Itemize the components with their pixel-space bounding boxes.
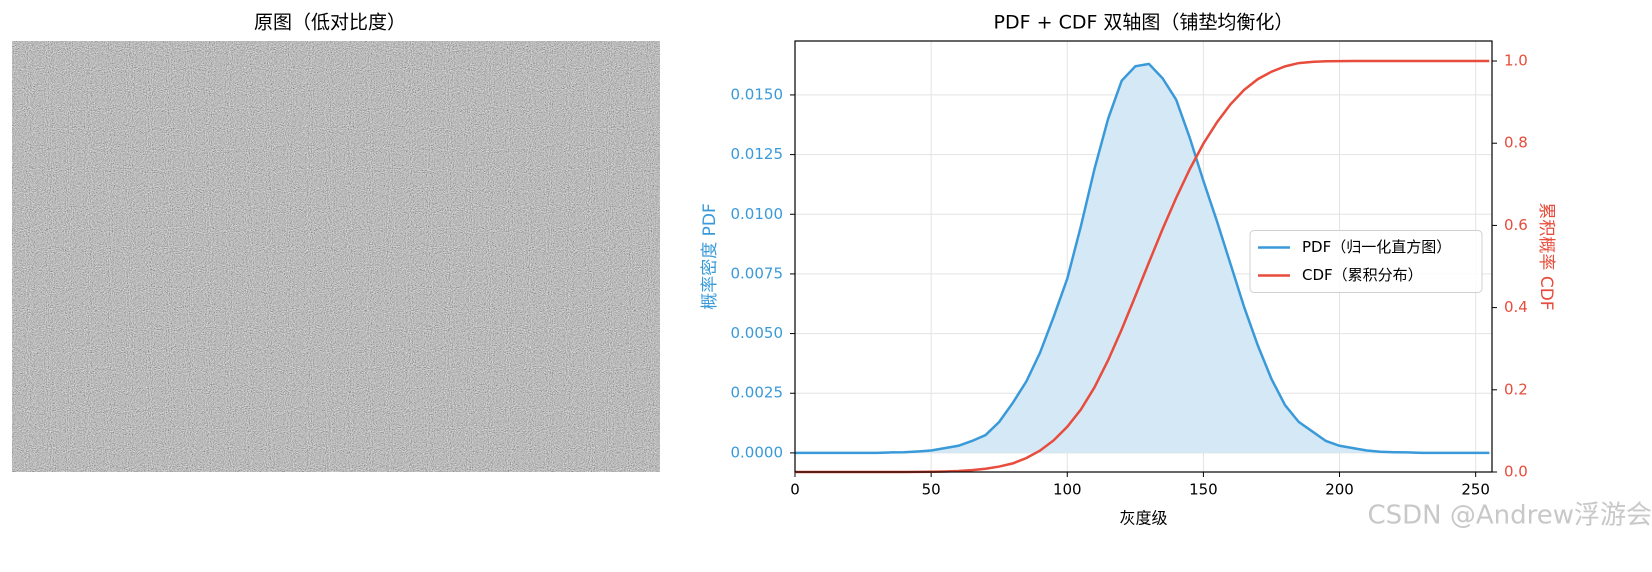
legend-label: CDF（累积分布） (1302, 266, 1423, 284)
x-tick-label: 200 (1325, 481, 1354, 499)
chart-title: PDF + CDF 双轴图（铺垫均衡化） (994, 12, 1294, 34)
pdf-area (795, 63, 1490, 453)
y-tick-label: 0.0100 (731, 205, 784, 223)
image-title: 原图（低对比度） (254, 12, 406, 34)
y-axis-label: 概率密度 PDF (700, 203, 720, 310)
series-line (795, 62, 1490, 455)
x-tick-label: 250 (1461, 481, 1490, 499)
watermark: CSDN @Andrew浮游会 (1367, 501, 1652, 531)
y-tick-label: 0.0025 (731, 384, 784, 402)
y-tick-label: 0.0075 (731, 264, 784, 282)
y-tick-label: 0.0125 (731, 145, 784, 163)
legend-label: PDF（归一化直方图） (1302, 238, 1451, 256)
x-axis-label: 灰度级 (1119, 509, 1167, 528)
x-tick-label: 50 (922, 481, 941, 499)
y2-tick-label: 0.0 (1504, 463, 1528, 481)
y2-tick-label: 1.0 (1504, 52, 1528, 70)
source-image (12, 41, 660, 472)
y2-tick-label: 0.6 (1504, 216, 1528, 234)
y-tick-label: 0.0150 (731, 85, 784, 103)
plot-frame (794, 40, 1493, 473)
x-tick-label: 100 (1053, 481, 1082, 499)
y-tick-label: 0.0000 (731, 443, 784, 461)
x-tick-label: 150 (1189, 481, 1218, 499)
x-tick-label: 0 (790, 481, 800, 499)
y2-axis-label: 累积概率 CDF (1536, 202, 1556, 310)
y2-tick-label: 0.8 (1504, 134, 1528, 152)
y2-tick-label: 0.2 (1504, 380, 1528, 398)
legend-box (1249, 230, 1483, 293)
y2-tick-label: 0.4 (1504, 298, 1528, 316)
y-tick-label: 0.0050 (731, 324, 784, 342)
